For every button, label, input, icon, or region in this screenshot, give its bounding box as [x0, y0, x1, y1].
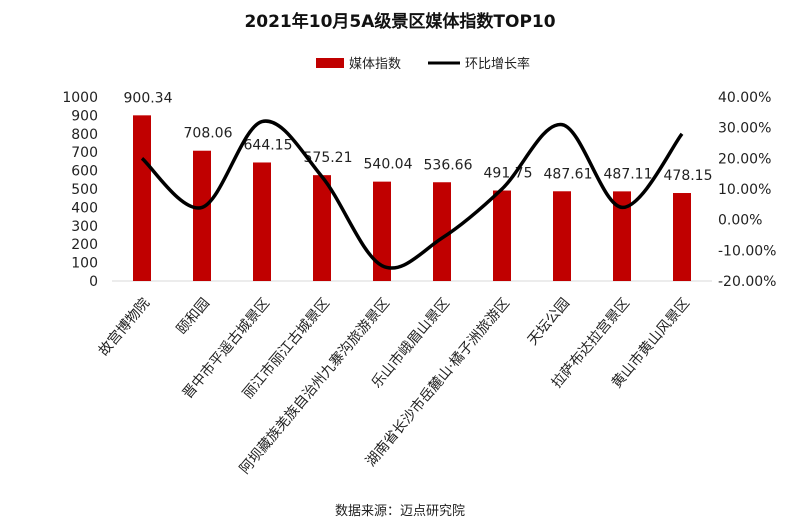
- bar-value-label: 644.15: [244, 137, 293, 153]
- left-tick-label: 800: [71, 127, 98, 143]
- chart-title: 2021年10月5A级景区媒体指数TOP10: [244, 11, 555, 32]
- bar: [673, 193, 691, 281]
- axes: 0 100 200 300 400 500 600 700 800 900 1000 -20.00% -…: [62, 90, 776, 290]
- left-tick-label: 600: [71, 164, 98, 180]
- right-tick-label: 30.00%: [718, 121, 771, 137]
- right-tick-label: -20.00%: [718, 274, 776, 290]
- left-tick-label: 900: [71, 108, 98, 124]
- left-tick-label: 100: [71, 256, 98, 272]
- left-tick-label: 200: [71, 237, 98, 253]
- legend-bar-label: 媒体指数: [349, 57, 401, 72]
- bar: [253, 162, 271, 281]
- source-note: 数据来源：迈点研究院: [335, 504, 465, 519]
- bar: [133, 115, 151, 282]
- left-tick-label: 0: [89, 274, 98, 290]
- bar: [193, 150, 211, 281]
- bar-value-label: 575.21: [304, 150, 353, 166]
- legend-line-label: 环比增长率: [465, 56, 530, 72]
- category-label: 故宫博物院: [95, 295, 153, 360]
- bar: [493, 190, 511, 281]
- category-label: 天坛公园: [525, 295, 573, 348]
- legend: 媒体指数 环比增长率: [316, 56, 530, 72]
- bar-value-label: 478.15: [664, 168, 713, 184]
- line-series: [140, 119, 684, 270]
- category-label: 颐和园: [174, 295, 213, 337]
- left-tick-label: 300: [71, 219, 98, 235]
- bars: 900.34故宫博物院708.06颐和园644.15晋中市平遥古城景区575.2…: [95, 90, 712, 477]
- right-tick-label: 10.00%: [718, 182, 771, 198]
- left-tick-label: 700: [71, 145, 98, 161]
- right-tick-label: 40.00%: [718, 90, 771, 106]
- right-tick-label: 20.00%: [718, 151, 771, 167]
- bar: [613, 191, 631, 281]
- left-tick-label: 500: [71, 182, 98, 198]
- bar-value-label: 900.34: [124, 90, 173, 106]
- bar-value-label: 708.06: [184, 126, 233, 142]
- left-tick-label: 400: [71, 200, 98, 216]
- bar-value-label: 487.11: [604, 166, 653, 182]
- bar: [373, 181, 391, 281]
- left-tick-label: 1000: [62, 90, 98, 106]
- legend-bar-swatch: [316, 58, 344, 68]
- bar: [553, 191, 571, 281]
- bar: [433, 182, 451, 281]
- right-tick-label: 0.00%: [718, 213, 762, 229]
- growth-rate-line: [140, 119, 684, 270]
- bar: [313, 175, 331, 281]
- bar-value-label: 487.61: [544, 166, 593, 182]
- bar-value-label: 491.75: [484, 166, 533, 182]
- bar-value-label: 540.04: [364, 157, 413, 173]
- right-tick-label: -10.00%: [718, 243, 776, 259]
- bar-value-label: 536.66: [424, 157, 473, 173]
